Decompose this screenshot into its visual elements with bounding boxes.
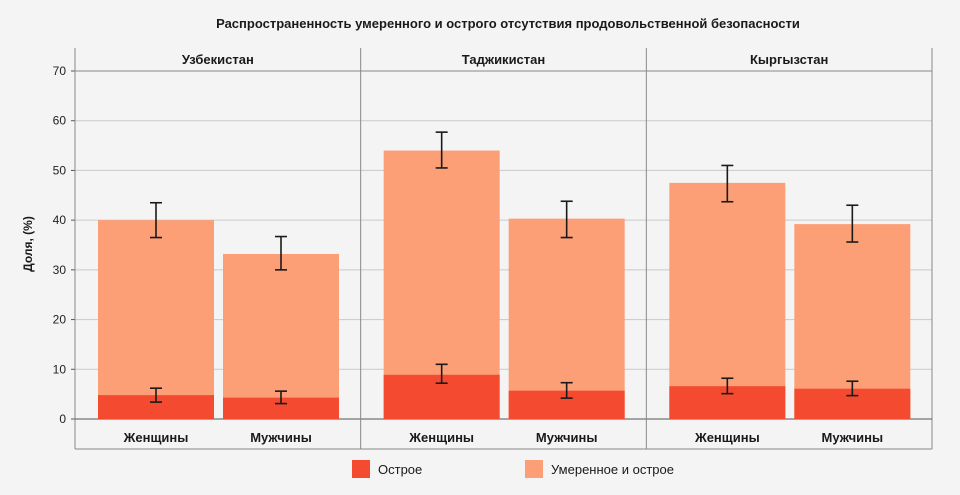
category-label: Женщины <box>123 430 189 445</box>
error-bar-moderate-acute <box>846 204 859 243</box>
y-tick-label: 20 <box>53 313 67 327</box>
category-label: Женщины <box>408 430 474 445</box>
y-tick-label: 30 <box>53 263 67 277</box>
error-bar-acute <box>275 390 287 405</box>
y-tick-label: 40 <box>53 213 67 227</box>
error-bar-acute <box>560 381 573 399</box>
panel-title: Узбекистан <box>182 52 254 67</box>
y-tick-label: 0 <box>59 412 66 426</box>
y-tick-label: 60 <box>53 114 67 128</box>
panel-title: Кыргызстан <box>750 52 828 67</box>
y-tick-label: 50 <box>53 163 67 177</box>
error-bar-acute <box>435 363 448 385</box>
legend-swatch-acute <box>352 460 370 478</box>
legend-label-moderate: Умеренное и острое <box>551 462 674 477</box>
category-label: Мужчины <box>250 430 312 445</box>
error-bar-acute <box>721 377 734 395</box>
legend-swatch-moderate <box>525 460 543 478</box>
legend-label-acute: Острое <box>378 462 422 477</box>
error-bar-moderate-acute <box>721 164 734 203</box>
bar-acute <box>98 395 214 419</box>
category-label: Мужчины <box>822 430 884 445</box>
error-bar-moderate-acute <box>275 235 287 271</box>
error-bar-acute <box>150 387 162 403</box>
panel-title: Таджикистан <box>462 52 545 67</box>
error-bar-moderate-acute <box>150 201 162 239</box>
error-bar-acute <box>846 380 859 397</box>
chart-title: Распространенность умеренного и острого … <box>216 16 800 31</box>
y-axis-label: Доля, (%) <box>21 216 35 272</box>
legend: Острое Умеренное и острое <box>352 460 674 478</box>
error-bar-moderate-acute <box>435 131 448 169</box>
bar-acute <box>223 397 339 419</box>
y-tick-label: 70 <box>53 64 67 78</box>
y-tick-label: 10 <box>53 362 67 376</box>
category-label: Мужчины <box>536 430 598 445</box>
bar-moderate-acute <box>98 220 214 419</box>
error-bar-moderate-acute <box>560 200 573 239</box>
category-label: Женщины <box>694 430 760 445</box>
plot-area: 0 10 20 30 40 50 60 70 Узбекистан Женщины Мужчины Т… <box>53 48 933 450</box>
